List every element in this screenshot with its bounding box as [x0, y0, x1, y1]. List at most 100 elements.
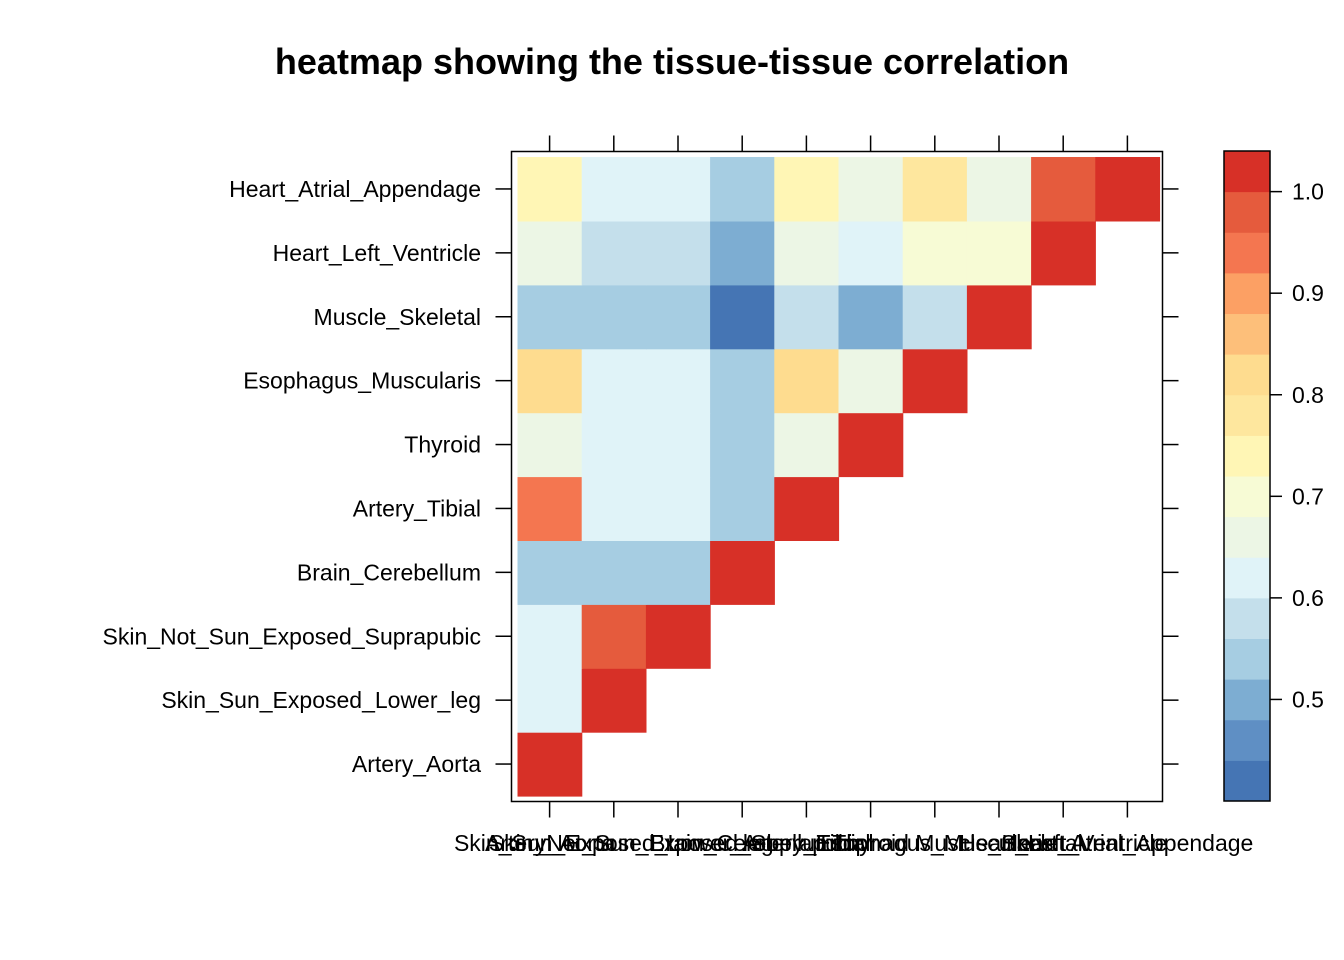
heatmap-cell	[966, 284, 1032, 350]
colorbar-swatch	[1224, 232, 1270, 274]
colorbar-tick-label: 0.7	[1292, 483, 1324, 509]
heatmap-cell	[710, 284, 775, 350]
x-tick-label: Brain_Cerebellum	[650, 830, 834, 856]
heatmap-cell	[1031, 220, 1096, 286]
heatmap-cell	[902, 157, 968, 222]
heatmap-cell	[838, 348, 904, 414]
colorbar-swatch	[1224, 760, 1270, 802]
x-tick-label: Skin_Sun_Exposed_Lower_leg	[454, 830, 774, 856]
heatmap-cell	[838, 284, 904, 350]
heatmap-cell	[838, 412, 904, 478]
heatmap-cell	[581, 540, 647, 605]
heatmap-cell	[710, 348, 775, 414]
colorbar-swatch	[1224, 516, 1270, 558]
heatmap-cell	[645, 284, 711, 350]
heatmap-cell	[581, 284, 647, 350]
heatmap-cell	[902, 348, 968, 414]
colorbar-swatch	[1224, 476, 1270, 518]
heatmap-cell	[966, 220, 1032, 286]
heatmap-cell	[902, 284, 968, 350]
heatmap-cell	[1031, 157, 1096, 222]
y-tick-label: Thyroid	[404, 432, 481, 458]
heatmap-cells	[517, 157, 1161, 797]
heatmap-cell	[774, 157, 840, 222]
y-tick-label: Heart_Left_Ventricle	[273, 240, 481, 266]
colorbar-tick-label: 0.8	[1292, 382, 1324, 408]
y-tick-label: Artery_Tibial	[353, 495, 481, 521]
heatmap-cell	[581, 476, 647, 541]
y-tick-label: Muscle_Skeletal	[314, 304, 481, 330]
y-axis-labels: Artery_Aorta Skin_Sun_Exposed_Lower_leg Sk…	[103, 176, 482, 777]
heatmap-cell	[774, 412, 840, 478]
x-tick-label: Thyroid	[832, 830, 909, 856]
heatmap-cell	[517, 284, 583, 350]
x-tick-label: Artery_Aorta	[485, 830, 614, 856]
heatmap-cell	[838, 157, 904, 222]
x-tick-label: Heart_Atrial_Appendage	[1001, 830, 1253, 856]
heatmap-cell	[517, 732, 583, 797]
heatmap-cell	[517, 220, 583, 286]
colorbar-swatch	[1224, 597, 1270, 640]
heatmap-cell	[645, 604, 711, 669]
heatmap-cell	[581, 668, 647, 733]
heatmap-cell	[517, 412, 583, 478]
y-tick-label: Skin_Not_Sun_Exposed_Suprapubic	[103, 623, 482, 649]
heatmap-cell	[710, 157, 775, 222]
y-tick-label: Skin_Sun_Exposed_Lower_leg	[161, 687, 481, 713]
x-axis-labels: Artery_AortaSkin_Sun_Exposed_Lower_legSk…	[454, 830, 1253, 856]
heatmap-cell	[774, 220, 840, 286]
plot-frame	[510, 150, 1164, 803]
colorbar-frame	[1223, 150, 1271, 802]
heatmap-cell	[517, 540, 583, 605]
heatmap-cell	[774, 284, 840, 350]
colorbar-swatch	[1224, 719, 1270, 761]
heatmap-cell	[517, 604, 583, 669]
colorbar-swatch	[1224, 435, 1270, 477]
colorbar: 0.5 0.6 0.7 0.8 0.9 1.0	[1223, 150, 1324, 802]
colorbar-swatch	[1224, 638, 1270, 680]
x-tick-label: Artery_Tibial	[742, 830, 870, 856]
heatmap-cell	[645, 476, 711, 541]
x-tick-label: Esophagus_Muscularis	[816, 830, 1054, 856]
heatmap-cell	[710, 412, 775, 478]
colorbar-tick-label: 1.0	[1292, 179, 1324, 205]
heatmap-cell	[838, 220, 904, 286]
y-tick-label: Esophagus_Muscularis	[243, 368, 481, 394]
x-tick-label: Skin_Not_Sun_Exposed_Suprapubic	[489, 830, 868, 856]
heatmap-cell	[581, 348, 647, 414]
x-tick-label: Heart_Left_Ventricle	[959, 830, 1167, 856]
heatmap-cell	[966, 157, 1032, 222]
chart-title: heatmap showing the tissue-tissue correl…	[275, 41, 1069, 82]
colorbar-tick-label: 0.5	[1292, 686, 1324, 712]
colorbar-swatch	[1224, 313, 1270, 355]
heatmap-cell	[645, 412, 711, 478]
y-tick-label: Brain_Cerebellum	[297, 559, 481, 585]
colorbar-tick-label: 0.9	[1292, 280, 1324, 306]
colorbar-swatch	[1224, 394, 1270, 436]
colorbar-swatch	[1224, 272, 1270, 315]
heatmap-cell	[581, 412, 647, 478]
heatmap-cell	[645, 157, 711, 222]
heatmap-cell	[645, 348, 711, 414]
heatmap-cell	[581, 157, 647, 222]
axis-ticks	[495, 135, 1179, 818]
colorbar-swatch	[1224, 191, 1270, 233]
heatmap-cell	[902, 220, 968, 286]
heatmap-cell	[1095, 157, 1161, 222]
heatmap-cell	[710, 220, 775, 286]
heatmap-cell	[517, 668, 583, 733]
heatmap-cell	[710, 476, 775, 541]
heatmap-cell	[517, 476, 583, 541]
heatmap-cell	[517, 157, 583, 222]
colorbar-tick-label: 0.6	[1292, 585, 1324, 611]
heatmap-cell	[581, 220, 647, 286]
heatmap-cell	[774, 348, 840, 414]
heatmap-cell	[710, 540, 775, 605]
colorbar-swatch	[1224, 557, 1270, 599]
colorbar-swatch	[1224, 151, 1270, 193]
heatmap-cell	[517, 348, 583, 414]
y-tick-label: Artery_Aorta	[352, 751, 481, 777]
heatmap-cell	[645, 540, 711, 605]
y-tick-label: Heart_Atrial_Appendage	[229, 176, 481, 202]
